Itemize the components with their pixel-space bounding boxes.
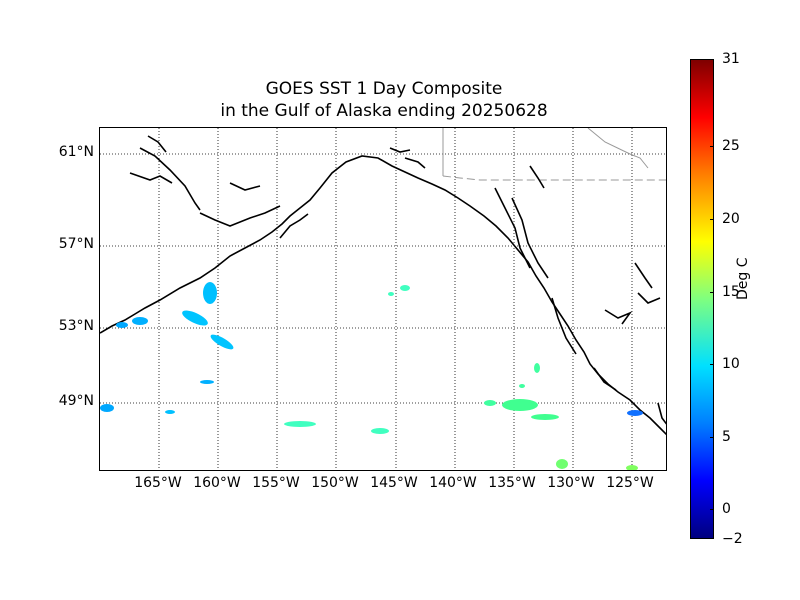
sst-patches xyxy=(100,282,643,470)
lon-label: 130°W xyxy=(547,475,595,491)
colorbar-tick: 0 xyxy=(722,501,731,517)
title-line-1: GOES SST 1 Day Composite xyxy=(265,79,503,99)
graticule xyxy=(100,128,666,470)
map-title: GOES SST 1 Day Composite in the Gulf of … xyxy=(100,78,668,122)
lon-label: 160°W xyxy=(193,475,241,491)
colorbar-tick: 31 xyxy=(722,51,740,67)
colorbar xyxy=(690,59,714,539)
lat-label: 49°N xyxy=(58,393,94,409)
colorbar-label: Deg C xyxy=(735,257,751,300)
colorbar-tick: 25 xyxy=(722,138,740,154)
lon-label: 140°W xyxy=(429,475,477,491)
lon-label: 150°W xyxy=(311,475,359,491)
lon-label: 145°W xyxy=(370,475,418,491)
lat-label: 57°N xyxy=(58,236,94,252)
colorbar-tick: 5 xyxy=(722,429,731,445)
lon-label: 165°W xyxy=(134,475,182,491)
lat-label: 53°N xyxy=(58,318,94,334)
lon-label: 125°W xyxy=(606,475,654,491)
coastline xyxy=(100,135,666,436)
lon-label: 135°W xyxy=(488,475,536,491)
colorbar-tick: 15 xyxy=(722,284,740,300)
map-canvas xyxy=(100,128,666,470)
sst-map xyxy=(99,127,667,471)
colorbar-tick: 20 xyxy=(722,211,740,227)
lon-label: 155°W xyxy=(252,475,300,491)
title-line-2: in the Gulf of Alaska ending 20250628 xyxy=(220,101,548,121)
colorbar-tick: 10 xyxy=(722,356,740,372)
borders xyxy=(442,128,666,181)
colorbar-tick: −2 xyxy=(722,531,743,547)
lat-label: 61°N xyxy=(58,144,94,160)
